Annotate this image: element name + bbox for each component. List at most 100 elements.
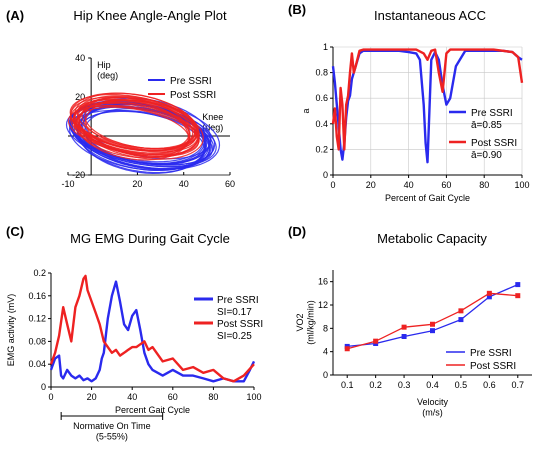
x-tick-label: 20 — [87, 392, 97, 402]
x-tick-label: 0.6 — [483, 380, 496, 390]
x-tick-label: 0.7 — [512, 380, 525, 390]
x-axis-label-line: (m/s) — [422, 407, 443, 417]
chart-title: Metabolic Capacity — [377, 231, 487, 246]
legend-label-line: Post SSRI — [470, 361, 516, 372]
y-tick-label: 12 — [318, 300, 328, 310]
y-axis-label-line: EMG activity (mV) — [6, 294, 16, 367]
y-tick-label: 0.2 — [33, 268, 46, 278]
x-tick-label-line: 0.1 — [341, 380, 354, 390]
x-tick-label-line: 20 — [87, 392, 97, 402]
data-point-post — [515, 293, 521, 299]
data-point-pre — [458, 317, 464, 323]
x-tick-label: 40 — [179, 179, 189, 189]
x-tick-label-line: 40 — [179, 179, 189, 189]
panel-label: (B) — [288, 2, 306, 17]
y-tick-label: 8 — [323, 323, 328, 333]
legend-label-line: Pre SSRI — [470, 348, 512, 359]
x-axis-label: Percent of Gait Cycle — [385, 193, 470, 203]
x-tick-label-line: 100 — [514, 180, 529, 190]
legend-sublabel-line: SI=0.25 — [217, 331, 252, 342]
legend-label: Post SSRI — [471, 138, 517, 149]
legend-label-line: Post SSRI — [217, 319, 263, 330]
legend-label: Pre SSRI — [170, 76, 212, 87]
series-line-post — [69, 98, 200, 157]
chart-title: MG EMG During Gait Cycle — [70, 231, 230, 246]
series-line-pre — [80, 97, 212, 166]
x-tick-label-line: 60 — [225, 179, 235, 189]
annotation-text: Normative On Time (5-55%) — [73, 421, 151, 441]
y-tick-label: 0.4 — [315, 119, 328, 129]
y-tick-label: 40 — [75, 53, 85, 63]
y-tick-label-line: 1 — [323, 42, 328, 52]
y-tick-label-line: 8 — [323, 323, 328, 333]
chart-title: Instantaneous ACC — [374, 8, 486, 23]
y-tick-label: -20 — [72, 170, 85, 180]
y-tick-label: 0 — [323, 370, 328, 380]
x-axis-label: Percent Gait Cycle — [115, 405, 190, 415]
series-line-post — [49, 274, 255, 383]
y-tick-label-line: 0.6 — [315, 93, 328, 103]
panel-label: (C) — [6, 224, 24, 239]
y-tick-label-line: 16 — [318, 277, 328, 287]
series-line-post — [331, 48, 524, 151]
y-tick-label-line: 20 — [75, 92, 85, 102]
x-tick-label: 0.4 — [426, 380, 439, 390]
x-axis-label-line: Velocity — [417, 397, 449, 407]
legend-label: Post SSRI — [217, 319, 263, 330]
panel-D: (D) Metabolic Capacity 0.1 0.2 0.3 0.4 0.5 0.6 0… — [288, 224, 532, 417]
legend-label-line: Post SSRI — [170, 90, 216, 101]
x-tick-label-line: 0 — [330, 180, 335, 190]
data-point-post — [430, 321, 435, 327]
legend-sublabel-line: ā=0.90 — [471, 150, 502, 161]
panel-label-line: (A) — [6, 8, 24, 23]
x-tick-label-line: 20 — [366, 180, 376, 190]
x-axis-label-line: Knee — [202, 112, 223, 122]
x-tick-label-line: 40 — [404, 180, 414, 190]
x-tick-label: 0 — [48, 392, 53, 402]
data-point-pre — [401, 334, 407, 339]
x-axis-label: Velocity (m/s) — [417, 397, 449, 417]
panel-label-line: (D) — [288, 224, 306, 239]
y-tick-label-line: 0 — [323, 370, 328, 380]
legend-sublabel: ā=0.85 — [471, 120, 502, 131]
panel-B: (B) Instantaneous ACC 0 20 40 60 80 100 0 0.2 0.4 0… — [288, 2, 530, 203]
panel-label: (D) — [288, 224, 306, 239]
y-axis-label: EMG activity (mV) — [6, 294, 16, 367]
legend-sublabel-line: ā=0.85 — [471, 120, 502, 131]
y-tick-label-line: 0.04 — [28, 359, 46, 369]
x-tick-label: 80 — [479, 180, 489, 190]
y-tick-label-line: 40 — [75, 53, 85, 63]
x-tick-label: -10 — [61, 179, 74, 189]
y-tick-label-line: 0.8 — [315, 68, 328, 78]
panel-A: (A) Hip Knee Angle-Angle Plot -10 20 40 60 -20… — [6, 8, 235, 189]
x-tick-label-line: 0.3 — [398, 380, 411, 390]
chart-title-line: Instantaneous ACC — [374, 8, 486, 23]
y-tick-label-line: 0.16 — [28, 291, 46, 301]
panel-label: (A) — [6, 8, 24, 23]
series-line-post — [78, 99, 204, 160]
y-tick-label: 1 — [323, 42, 328, 52]
x-tick-label: 40 — [404, 180, 414, 190]
x-tick-label-line: 60 — [441, 180, 451, 190]
panel-label-line: (C) — [6, 224, 24, 239]
legend-label: Pre SSRI — [471, 108, 513, 119]
legend-label-line: Pre SSRI — [471, 108, 513, 119]
panel-label-line: (B) — [288, 2, 306, 17]
data-point-post — [401, 324, 407, 330]
data-point-post — [344, 346, 350, 352]
y-tick-label-line: 0.4 — [315, 119, 328, 129]
y-tick-label: 0 — [323, 170, 328, 180]
series-line-post — [78, 101, 191, 155]
y-tick-label: 0.6 — [315, 93, 328, 103]
chart-title-line: MG EMG During Gait Cycle — [70, 231, 230, 246]
data-point-post — [373, 338, 379, 344]
legend-label: Pre SSRI — [217, 295, 259, 306]
x-tick-label-line: -10 — [61, 179, 74, 189]
x-tick-label-line: 0 — [48, 392, 53, 402]
x-tick-label-line: 60 — [168, 392, 178, 402]
y-axis-label: a — [301, 108, 311, 113]
y-tick-label-line: 0 — [41, 382, 46, 392]
x-tick-label-line: 20 — [132, 179, 142, 189]
y-axis-label-line: Hip — [97, 60, 111, 70]
data-point-pre — [515, 282, 521, 288]
